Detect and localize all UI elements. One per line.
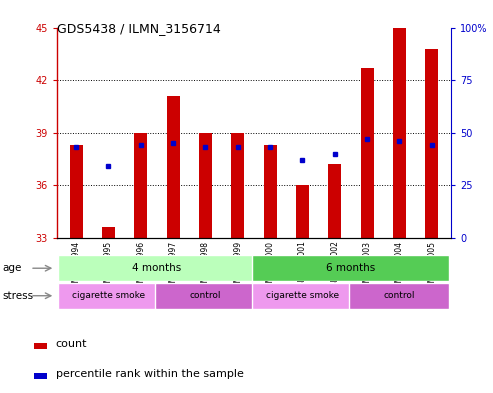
Bar	[102, 227, 115, 238]
Text: cigarette smoke: cigarette smoke	[266, 291, 339, 300]
Bar	[393, 28, 406, 238]
Bar	[349, 283, 450, 309]
Bar	[425, 48, 438, 238]
Text: 6 months: 6 months	[326, 263, 376, 273]
Text: stress: stress	[2, 291, 34, 301]
Bar	[264, 145, 277, 238]
Text: percentile rank within the sample: percentile rank within the sample	[56, 369, 244, 379]
Bar	[296, 185, 309, 238]
Bar	[34, 343, 47, 349]
Bar	[328, 164, 341, 238]
Text: GDS5438 / ILMN_3156714: GDS5438 / ILMN_3156714	[57, 22, 220, 35]
Bar	[70, 145, 82, 238]
Bar	[58, 283, 159, 309]
Bar	[34, 373, 47, 379]
Text: age: age	[2, 263, 22, 273]
Bar	[252, 283, 352, 309]
Text: 4 months: 4 months	[132, 263, 181, 273]
Bar	[134, 132, 147, 238]
Bar	[231, 132, 244, 238]
Text: count: count	[56, 339, 87, 349]
Text: control: control	[190, 291, 221, 300]
Bar	[360, 68, 374, 238]
Bar	[58, 255, 255, 281]
Bar	[199, 132, 212, 238]
Bar	[252, 255, 450, 281]
Text: cigarette smoke: cigarette smoke	[72, 291, 145, 300]
Bar	[167, 96, 179, 238]
Text: control: control	[384, 291, 415, 300]
Bar	[155, 283, 255, 309]
